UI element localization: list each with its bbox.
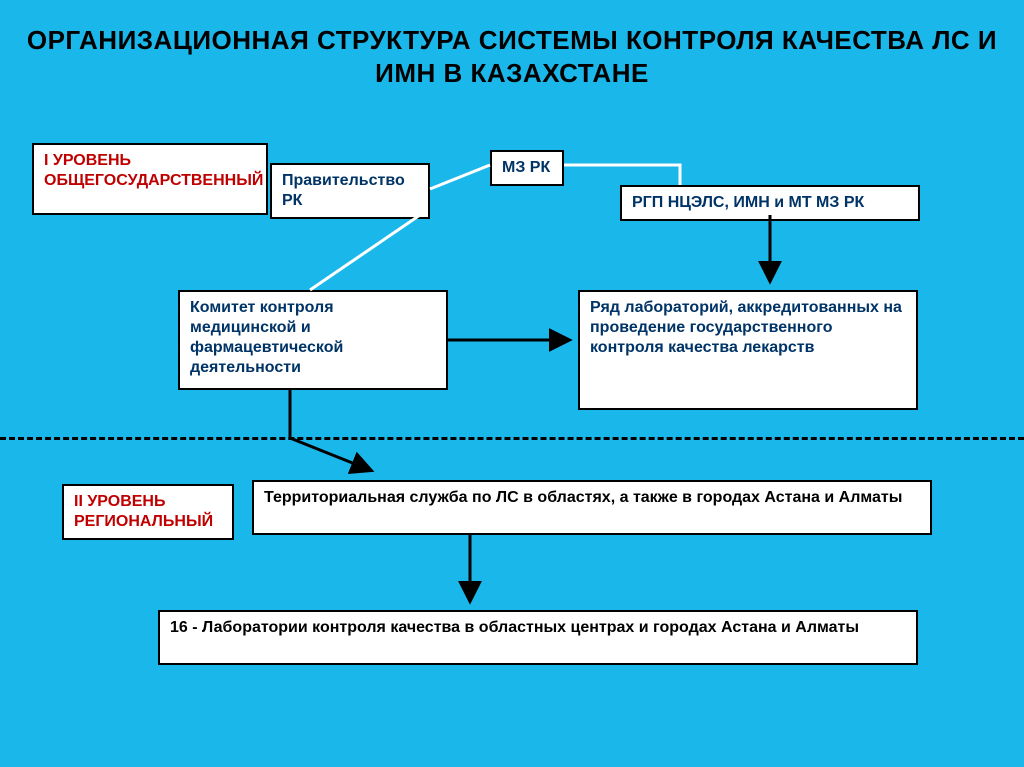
node-level1: I УРОВЕНЬ ОБЩЕГОСУДАРСТВЕННЫЙ bbox=[32, 143, 268, 215]
node-committee: Комитет контроля медицинской и фармацевт… bbox=[178, 290, 448, 390]
level-divider bbox=[0, 437, 1024, 440]
diagram-title: ОРГАНИЗАЦИОННАЯ СТРУКТУРА СИСТЕМЫ КОНТРО… bbox=[0, 24, 1024, 89]
node-government: Правительство РК bbox=[270, 163, 430, 219]
node-level2: II УРОВЕНЬ РЕГИОНАЛЬНЫЙ bbox=[62, 484, 234, 540]
node-mz: МЗ РК bbox=[490, 150, 564, 186]
node-territorial: Территориальная служба по ЛС в областях,… bbox=[252, 480, 932, 535]
node-labs: Ряд лабораторий, аккредитованных на пров… bbox=[578, 290, 918, 410]
node-rgp: РГП НЦЭЛС, ИМН и МТ МЗ РК bbox=[620, 185, 920, 221]
node-laboratories16: 16 - Лаборатории контроля качества в обл… bbox=[158, 610, 918, 665]
